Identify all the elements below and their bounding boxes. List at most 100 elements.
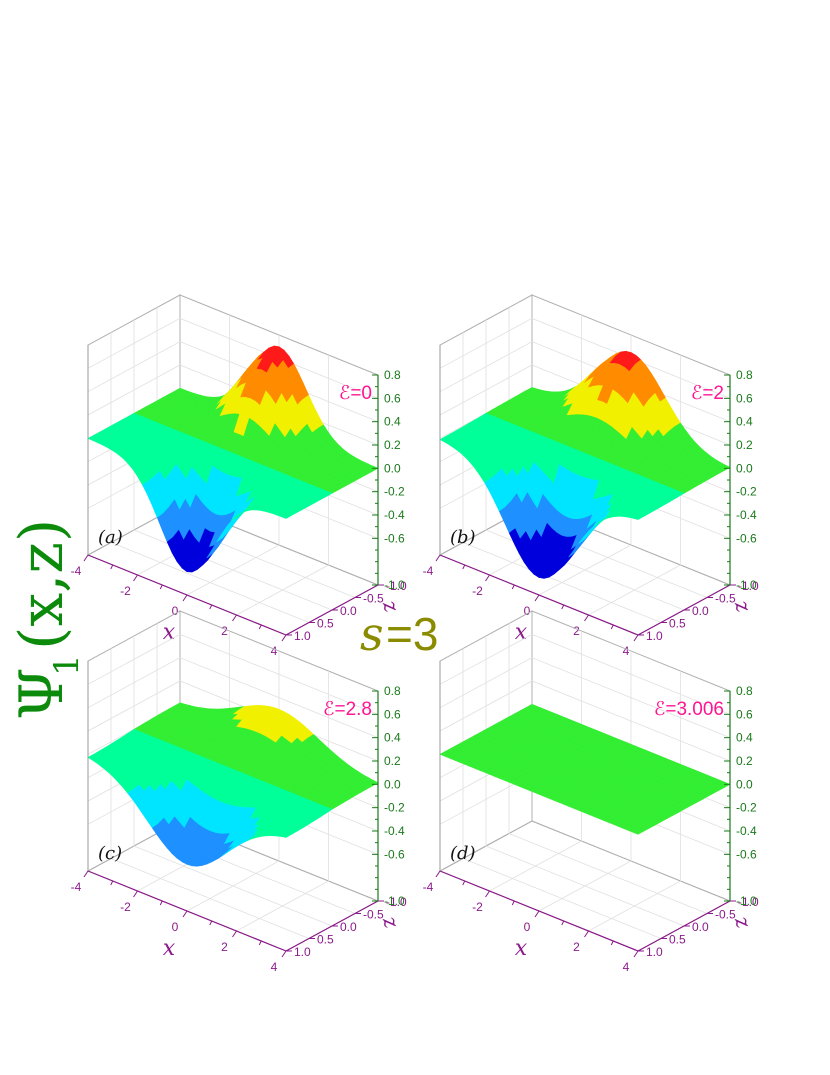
- z-tick-label: 0.8: [736, 368, 753, 382]
- x-tick-label: -2: [120, 584, 131, 598]
- x-tick-label: 0: [172, 604, 179, 618]
- y-tick-label: 1.0: [646, 629, 663, 643]
- x-tick-mark: [133, 574, 138, 582]
- axes: -4-2024x-1.0-0.50.00.51.0z0.80.60.40.20.…: [423, 661, 759, 974]
- z-tick-label: 0.0: [384, 461, 401, 475]
- surface: [439, 703, 731, 835]
- z-tick-label: 0.6: [384, 391, 401, 405]
- x-tick-mark: [435, 870, 441, 878]
- gridline: [133, 320, 333, 611]
- x-tick-mark: [83, 870, 89, 878]
- y-tick-label: -0.5: [715, 592, 736, 606]
- x-axis-label: x: [515, 620, 528, 645]
- y-tick-label: 1.0: [294, 945, 311, 959]
- x-tick-mark: [281, 634, 287, 642]
- y-tick-label: -0.5: [715, 908, 736, 922]
- x-minor-tick: [209, 920, 213, 926]
- x-tick-label: 4: [271, 644, 278, 658]
- gridline: [110, 648, 310, 939]
- x-minor-tick: [610, 624, 614, 630]
- z-tick-label: 0.0: [736, 777, 753, 791]
- z-tick-label: -0.4: [384, 508, 405, 522]
- y-tick-label: 1.0: [646, 945, 663, 959]
- z-tick-label: 0.4: [384, 731, 401, 745]
- x-tick-mark: [633, 950, 639, 958]
- gridline: [110, 332, 310, 623]
- x-tick-mark: [281, 950, 287, 958]
- surface-patch: [280, 513, 293, 519]
- z-tick-label: -1.0: [736, 894, 757, 908]
- y-tick-label: 0.0: [340, 604, 357, 618]
- energy-label: ℰ=3.006: [654, 699, 724, 720]
- energy-label: ℰ=2: [691, 383, 724, 404]
- z-tick-label: 0.0: [736, 461, 753, 475]
- x-minor-tick: [561, 920, 565, 926]
- x-tick-label: 4: [271, 960, 278, 974]
- x-tick-label: 0: [524, 920, 531, 934]
- x-tick-mark: [584, 614, 589, 622]
- y-tick-label: 0.0: [692, 920, 709, 934]
- x-tick-mark: [232, 930, 237, 938]
- z-tick-label: -0.2: [384, 801, 405, 815]
- gridline: [439, 633, 731, 715]
- z-tick-label: -0.4: [384, 824, 405, 838]
- z-tick-label: -0.2: [384, 485, 405, 499]
- panel-d: -4-2024x-1.0-0.50.00.51.0z0.80.60.40.20.…: [423, 610, 759, 974]
- z-tick-label: 0.8: [384, 684, 401, 698]
- x-tick-label: -2: [120, 900, 131, 914]
- x-tick-label: 2: [573, 624, 580, 638]
- x-minor-tick: [258, 624, 262, 630]
- x-tick-label: 2: [573, 940, 580, 954]
- gridline: [87, 317, 379, 399]
- z-tick-label: 0.8: [736, 684, 753, 698]
- x-minor-tick: [110, 880, 114, 886]
- y-tick-label: 0.5: [317, 933, 334, 947]
- panel-a: -4-2024x-1.0-0.50.00.51.0z0.80.60.40.20.…: [71, 294, 407, 658]
- x-tick-label: 2: [221, 940, 228, 954]
- surface-patch: [632, 828, 645, 835]
- surface: [87, 345, 379, 573]
- z-tick-label: 0.2: [736, 438, 753, 452]
- x-tick-mark: [133, 890, 138, 898]
- x-minor-tick: [110, 564, 114, 570]
- x-tick-mark: [633, 634, 639, 642]
- panel-label: (c): [98, 843, 122, 864]
- gridline: [462, 648, 662, 939]
- gridline: [508, 623, 708, 914]
- axes: -4-2024x-1.0-0.50.00.51.0z0.80.60.40.20.…: [71, 345, 407, 658]
- x-tick-label: 2: [221, 624, 228, 638]
- z-tick-label: -1.0: [384, 578, 405, 592]
- y-tick-label: 0.5: [669, 617, 686, 631]
- y-tick-label: 0.0: [340, 920, 357, 934]
- z-tick-label: -0.4: [736, 824, 757, 838]
- surface-patch: [280, 832, 293, 838]
- y-tick-label: 0.5: [669, 933, 686, 947]
- z-tick-label: 0.2: [384, 438, 401, 452]
- z-tick-label: -0.6: [384, 847, 405, 861]
- z-tick-label: 0.4: [384, 415, 401, 429]
- z-tick-label: -0.6: [736, 531, 757, 545]
- x-tick-label: -2: [472, 900, 483, 914]
- gridline: [439, 317, 731, 399]
- energy-label: ℰ=2.8: [323, 699, 372, 720]
- z-tick-label: 0.6: [384, 707, 401, 721]
- gridline: [133, 636, 333, 927]
- x-tick-label: -4: [423, 880, 434, 894]
- y-tick-label: -1.0: [386, 895, 407, 909]
- x-minor-tick: [159, 900, 163, 906]
- x-minor-tick: [561, 604, 565, 610]
- z-tick-label: 0.6: [736, 391, 753, 405]
- x-tick-mark: [534, 910, 540, 918]
- energy-label: ℰ=0: [339, 383, 372, 404]
- shared-y-label: Ψ 1 (x,z): [7, 519, 87, 720]
- z-tick-label: 0.4: [736, 731, 753, 745]
- x-axis-label: x: [163, 620, 176, 645]
- gridline: [462, 332, 662, 623]
- x-axis-label: x: [515, 936, 528, 961]
- x-tick-label: 4: [623, 960, 630, 974]
- z-tick-label: 0.2: [736, 754, 753, 768]
- x-tick-mark: [232, 614, 237, 622]
- x-minor-tick: [511, 584, 515, 590]
- x-tick-mark: [182, 910, 188, 918]
